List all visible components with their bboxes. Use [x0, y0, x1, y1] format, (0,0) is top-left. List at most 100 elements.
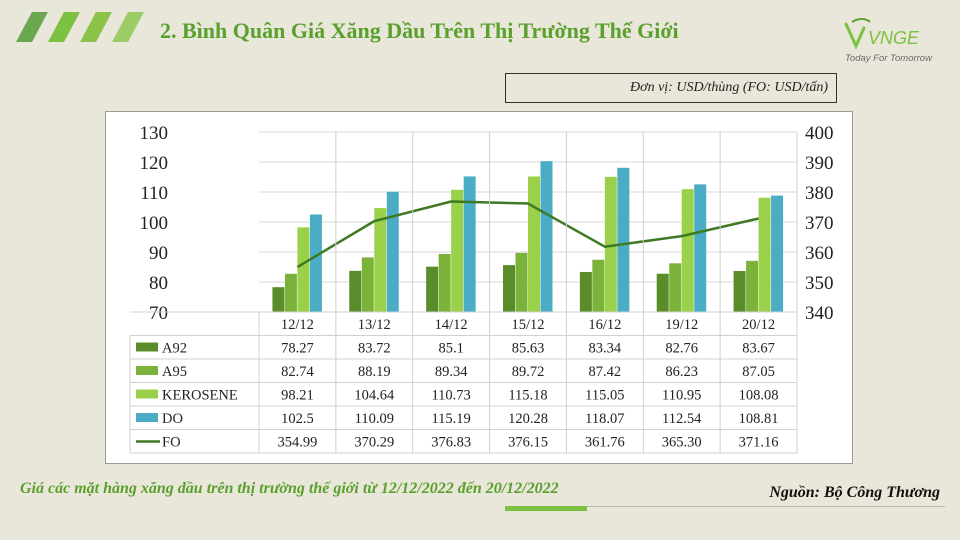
legend-label-a92: A92: [162, 341, 187, 357]
page-title: 2. Bình Quân Giá Xăng Dầu Trên Thị Trườn…: [160, 18, 679, 43]
legend-key-kerosene: [136, 389, 158, 399]
source-note: Nguồn: Bộ Công Thương: [769, 484, 940, 501]
bar-a95-2: [438, 253, 451, 312]
category-label: 12/12: [281, 317, 314, 333]
category-label: 16/12: [588, 317, 621, 333]
data-label: 88.19: [358, 364, 391, 380]
data-label: 115.18: [508, 388, 547, 404]
data-label: 78.27: [281, 341, 314, 357]
data-label: 83.34: [589, 341, 622, 357]
data-label: 370.29: [354, 435, 394, 451]
bar-do-1: [386, 191, 399, 312]
y-right-tick-label: 340: [805, 303, 834, 324]
bar-a92-3: [503, 265, 515, 312]
data-label: 376.15: [508, 435, 548, 451]
bar-a95-5: [669, 263, 682, 312]
category-label: 14/12: [435, 317, 468, 333]
category-label: 13/12: [358, 317, 391, 333]
bar-a95-4: [592, 259, 605, 312]
bar-a95-1: [361, 257, 374, 312]
legend-key-a92: [136, 342, 158, 352]
data-label: 85.1: [438, 341, 463, 357]
y-right-tick-label: 350: [805, 273, 834, 294]
data-label: 87.42: [589, 364, 622, 380]
data-label: 98.21: [281, 388, 314, 404]
footer-accent-bar: [505, 506, 587, 511]
data-label: 86.23: [665, 364, 698, 380]
bar-a92-6: [733, 270, 746, 312]
data-label: 82.76: [665, 341, 698, 357]
unit-box: Đơn vị: USD/thùng (FO: USD/tấn): [505, 73, 837, 103]
y-left-tick-label: 110: [140, 183, 168, 204]
header-stripe-1: [16, 12, 48, 42]
bar-kerosene-4: [604, 176, 617, 312]
y-left-tick-label: 80: [149, 273, 168, 294]
y-left-tick-label: 90: [149, 243, 168, 264]
logo-tagline: Today For Tomorrow: [845, 53, 932, 64]
legend-label-a95: A95: [162, 364, 187, 380]
data-label: 115.19: [431, 411, 470, 427]
footer-divider: [505, 506, 945, 507]
data-label: 104.64: [354, 388, 395, 404]
bar-a92-5: [656, 273, 669, 312]
legend-key-a95: [136, 366, 158, 375]
y-left-tick-label: 70: [149, 303, 168, 324]
data-label: 108.08: [739, 388, 779, 404]
header-stripe-4: [112, 12, 144, 42]
bar-a92-0: [272, 287, 285, 312]
y-right-tick-label: 360: [805, 243, 834, 264]
bar-do-4: [617, 167, 630, 312]
bar-kerosene-2: [451, 189, 464, 312]
category-label: 19/12: [665, 317, 698, 333]
y-right-tick-label: 380: [805, 183, 834, 204]
data-label: 89.72: [512, 364, 545, 380]
data-label: 110.09: [355, 411, 394, 427]
bar-a92-1: [349, 270, 362, 312]
chart-caption: Giá các mặt hàng xăng dầu trên thị trườn…: [20, 480, 559, 497]
category-label: 20/12: [742, 317, 775, 333]
bar-kerosene-3: [528, 176, 540, 312]
data-label: 110.95: [662, 388, 701, 404]
chart-frame: 70 80 90 100 110 120 130 340 350 360 370 380 390 400 1…: [105, 111, 853, 464]
bar-kerosene-5: [681, 189, 694, 312]
bar-do-6: [771, 195, 784, 312]
data-label: 85.63: [512, 341, 545, 357]
data-label: 83.67: [742, 341, 775, 357]
bar-do-5: [694, 184, 707, 312]
legend-label-fo: FO: [162, 435, 181, 451]
unit-label: Đơn vị: USD/thùng (FO: USD/tấn): [630, 80, 828, 95]
y-right-tick-label: 370: [805, 213, 834, 234]
bar-do-3: [540, 161, 553, 312]
data-label: 102.5: [281, 411, 314, 427]
header-stripe-2: [48, 12, 80, 42]
data-label: 376.83: [431, 435, 471, 451]
data-label: 87.05: [742, 364, 775, 380]
bar-kerosene-6: [758, 197, 771, 312]
bar-a95-0: [284, 273, 297, 312]
bar-a92-4: [579, 271, 592, 312]
logo-wordmark: VNGE: [868, 28, 920, 48]
bar-a92-2: [426, 266, 439, 312]
data-label: 115.05: [585, 388, 624, 404]
data-label: 354.99: [277, 435, 317, 451]
y-left-tick-label: 120: [140, 153, 169, 174]
bar-do-2: [463, 176, 476, 312]
data-label: 108.81: [739, 411, 779, 427]
data-label: 365.30: [662, 435, 702, 451]
data-label: 120.28: [508, 411, 548, 427]
y-right-tick-label: 390: [805, 153, 834, 174]
header-stripe-3: [80, 12, 112, 42]
bar-kerosene-0: [297, 227, 310, 312]
legend-key-do: [136, 413, 158, 422]
data-label: 118.07: [585, 411, 624, 427]
price-chart: 70 80 90 100 110 120 130 340 350 360 370 380 390 400 1…: [129, 123, 834, 454]
data-label: 110.73: [431, 388, 470, 404]
vnge-logo: VNGE: [844, 18, 920, 50]
data-label: 112.54: [662, 411, 702, 427]
data-label: 361.76: [585, 435, 625, 451]
line-fo: [296, 200, 759, 269]
bar-kerosene-1: [374, 208, 387, 312]
data-label: 371.16: [739, 435, 779, 451]
bar-a95-3: [515, 252, 528, 312]
data-label: 83.72: [358, 341, 391, 357]
